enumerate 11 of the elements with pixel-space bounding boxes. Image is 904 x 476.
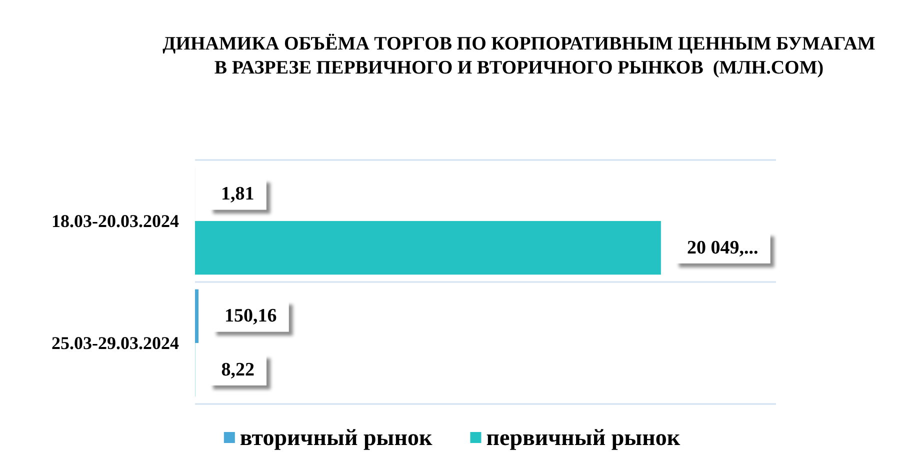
- y-tick-label: 25.03-29.03.2024: [52, 333, 179, 353]
- data-label: 150,16: [224, 306, 277, 327]
- bar: [195, 221, 661, 275]
- bar: [195, 289, 198, 343]
- data-label: 8,22: [221, 359, 254, 380]
- chart-title: ДИНАМИКА ОБЪЁМА ТОРГОВ ПО КОРПОРАТИВНЫМ ЦЕННЫМ БУМАГАМ В РАЗРЕЗЕ ПЕРВИЧНОГО И ВТОРИЧНОГО РЫНКОВ (МЛН.СОМ): [162, 34, 876, 78]
- legend-label: вторичный рынок: [240, 425, 433, 450]
- data-label: 20 049,...: [686, 237, 758, 258]
- y-tick-label: 18.03-20.03.2024: [52, 211, 179, 231]
- legend-label: первичный рынок: [486, 425, 681, 450]
- data-label: 1,81: [221, 184, 254, 205]
